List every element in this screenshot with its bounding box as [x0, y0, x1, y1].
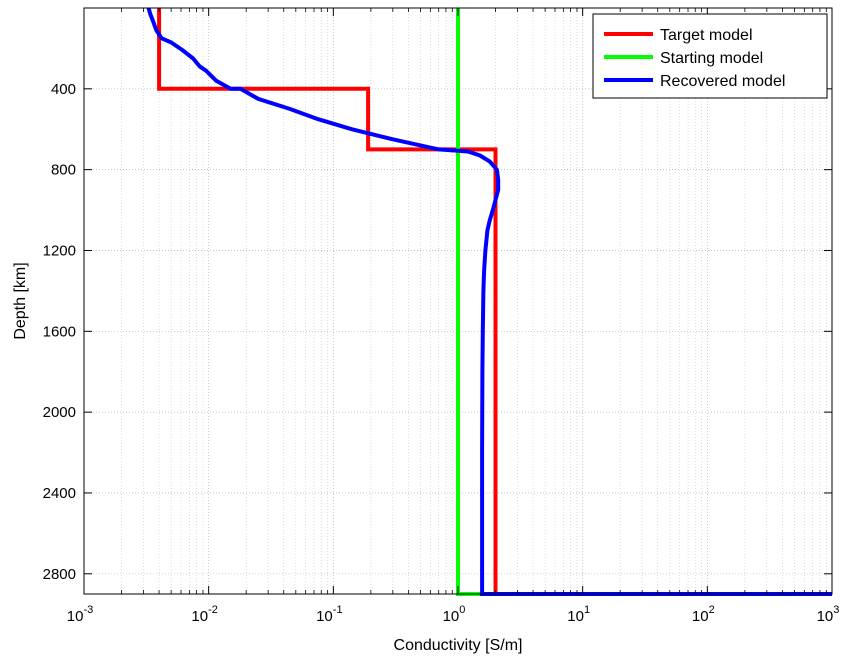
y-tick-labels: 400 800 1200 1600 2000 2400 2800	[43, 81, 76, 583]
series-line-recovered-model	[146, 7, 832, 596]
y-tick-label: 2800	[43, 566, 76, 583]
y-tick-label: 1200	[43, 242, 76, 259]
x-tick-label: 103	[817, 604, 840, 625]
y-tick-label: 2400	[43, 485, 76, 502]
x-axis-title: Conductivity [S/m]	[394, 637, 523, 654]
x-tick-label: 10-3	[67, 604, 93, 625]
x-tick-label: 10-2	[191, 604, 217, 625]
x-tick-label: 10-1	[316, 604, 342, 625]
y-tick-label: 1600	[43, 323, 76, 340]
legend-label-target-model: Target model	[660, 27, 753, 44]
legend: Target model Starting model Recovered mo…	[592, 13, 828, 99]
y-tick-label: 2000	[43, 404, 76, 421]
y-tick-label: 800	[51, 162, 76, 179]
legend-label-starting-model: Starting model	[660, 50, 763, 67]
x-tick-label: 102	[692, 604, 715, 625]
x-tick-label: 101	[567, 604, 590, 625]
x-tick-labels: 10-3 10-2 10-1 100 101 102 103	[67, 604, 840, 625]
x-tick-label: 100	[443, 604, 466, 625]
legend-label-recovered-model: Recovered model	[660, 73, 785, 90]
y-axis-title: Depth [km]	[12, 262, 29, 339]
y-tick-label: 400	[51, 81, 76, 98]
